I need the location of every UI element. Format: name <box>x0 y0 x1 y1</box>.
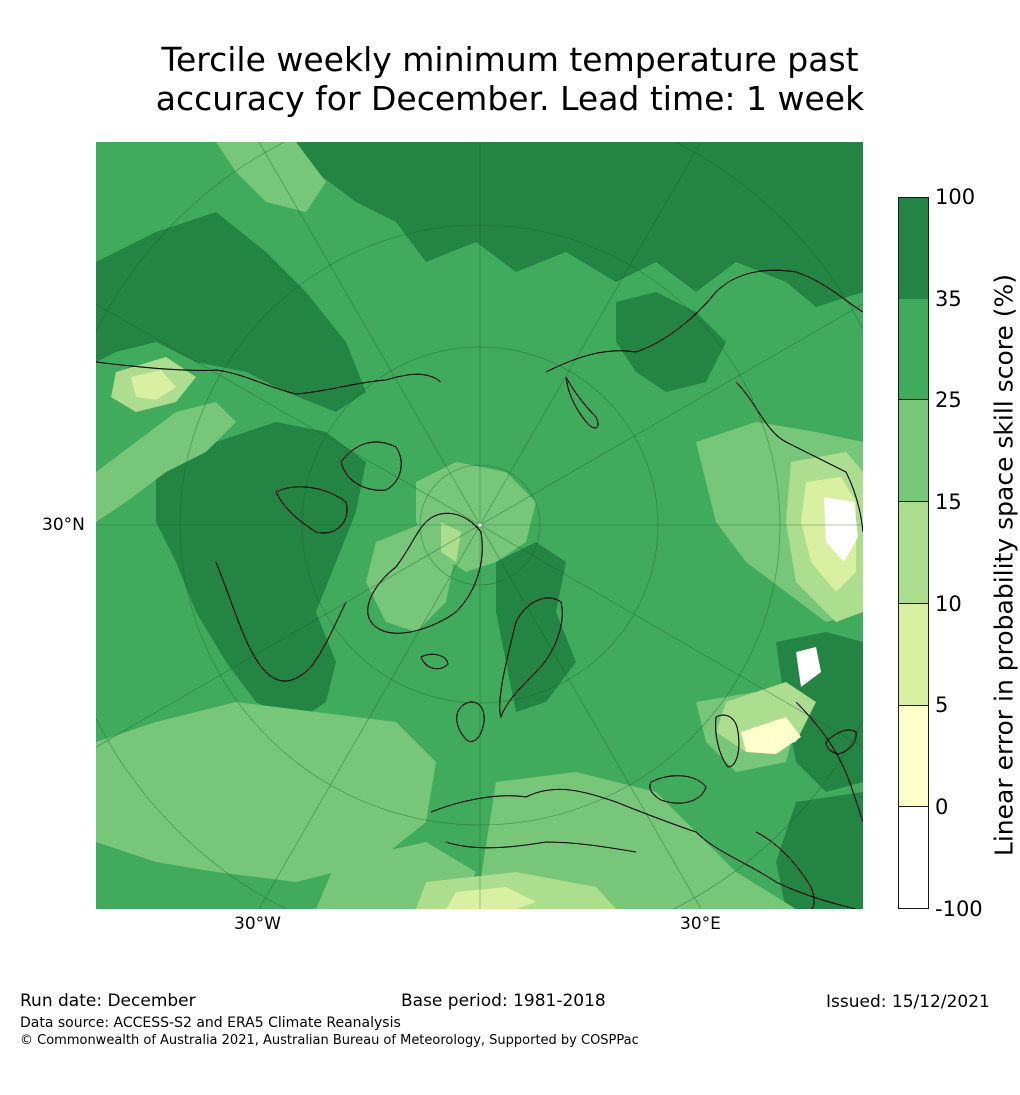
chart-title: Tercile weekly minimum temperature past … <box>0 40 1020 118</box>
region-north-pacific-light <box>96 402 236 522</box>
coast-british-isles <box>456 701 485 742</box>
copyright: © Commonwealth of Australia 2021, Austra… <box>20 1033 639 1048</box>
colorbar-tick-minus-100: -100 <box>935 897 983 921</box>
colorbar-label: Linear error in probability space skill … <box>989 273 1019 857</box>
coast-caspian <box>715 714 740 768</box>
coastlines <box>96 269 863 909</box>
run-date: Run date: December <box>20 991 196 1011</box>
graticule <box>96 142 863 909</box>
coast-europe <box>430 788 857 909</box>
coast-greenland <box>367 512 483 634</box>
colorbar-tick-25: 25 <box>935 388 962 412</box>
colorbar-segment-15-to-25 <box>898 400 929 503</box>
region-southeast-dark <box>776 792 863 909</box>
colorbar-tick-35: 35 <box>935 287 962 311</box>
colorbar-segment-0-to-5 <box>898 705 929 808</box>
coast-scandinavia <box>499 597 563 719</box>
coast-north-america <box>96 361 442 395</box>
lat-label-30n: 30°N <box>42 515 85 535</box>
coast-iceland <box>420 653 449 670</box>
coast-canada-east <box>215 561 347 682</box>
coast-india <box>755 831 815 909</box>
region-east-asia-dark <box>776 632 863 792</box>
region-sahara-yellow <box>446 887 536 909</box>
coast-japan <box>825 729 857 755</box>
region-top-left-light <box>216 142 326 212</box>
coast-mediterranean <box>445 841 637 853</box>
colorbar-tick-0: 0 <box>935 795 949 819</box>
region-north-africa-light <box>476 772 796 909</box>
colorbar-segment-10-to-15 <box>898 502 929 604</box>
colorbar-tick-15: 15 <box>935 490 962 514</box>
coast-kamchatka <box>735 381 863 533</box>
colorbar-segment-35-to-100 <box>898 197 929 300</box>
title-line-2: accuracy for December. Lead time: 1 week <box>155 79 865 118</box>
region-alaska-yellow <box>131 370 176 400</box>
skill-map <box>96 142 863 909</box>
issued-date: Issued: 15/12/2021 <box>826 992 990 1012</box>
region-siberia-dark <box>616 292 726 392</box>
coast-east-asia <box>795 701 863 823</box>
lon-label-30e: 30°E <box>680 914 721 934</box>
data-source: Data source: ACCESS-S2 and ERA5 Climate … <box>20 1015 401 1031</box>
colorbar-segment-minus-100-to-0 <box>898 807 929 909</box>
coast-arctic-islands <box>340 441 402 491</box>
colorbar-tick-100: 100 <box>935 185 976 209</box>
colorbar-segment-25-to-35 <box>898 298 929 401</box>
base-period: Base period: 1981-2018 <box>401 991 606 1011</box>
colorbar-tick-10: 10 <box>935 592 962 616</box>
region-north-america-dark <box>156 422 366 722</box>
region-europe-dark <box>496 542 576 712</box>
title-line-1: Tercile weekly minimum temperature past <box>161 40 859 79</box>
region-greenland-pale <box>441 522 461 562</box>
region-tibet-yellow <box>741 717 801 754</box>
region-atlantic-light <box>96 702 436 882</box>
region-mongolia-white <box>796 647 821 687</box>
north-pole-marker <box>478 523 482 527</box>
lon-label-30w: 30°W <box>234 914 281 934</box>
colorbar-segment-5-to-10 <box>898 603 929 706</box>
region-north-pacific-dark <box>296 142 863 307</box>
region-greenland-light <box>366 522 456 632</box>
region-east-asia-white <box>824 497 858 562</box>
coast-siberia <box>545 269 863 373</box>
coast-black-sea <box>649 775 707 804</box>
coast-novaya-zemlya <box>565 376 599 429</box>
coast-hudson-bay <box>275 486 348 534</box>
colorbar <box>898 197 929 909</box>
colorbar-tick-5: 5 <box>935 693 949 717</box>
region-northwest-dark <box>96 212 366 412</box>
map-canvas <box>96 142 863 909</box>
